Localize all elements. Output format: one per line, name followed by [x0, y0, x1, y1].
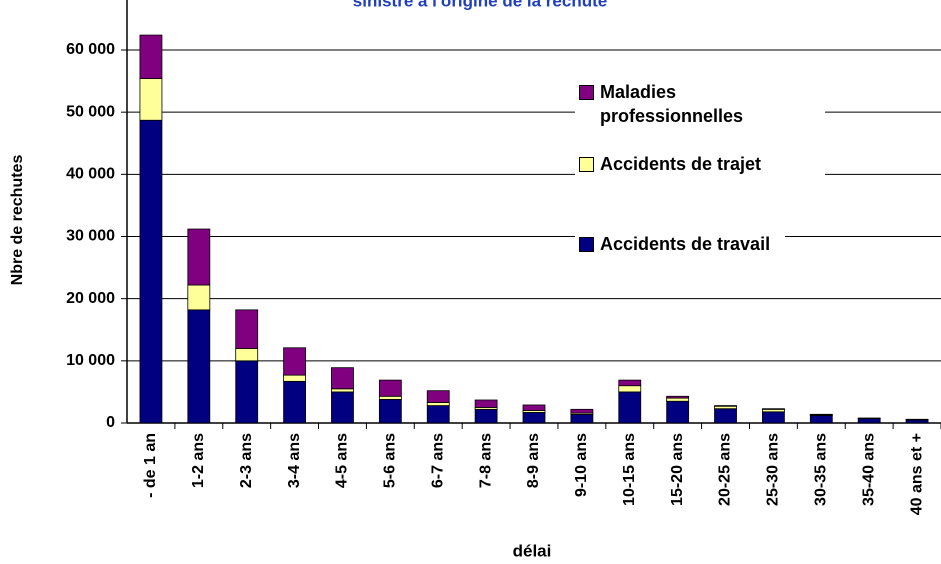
bar-segment	[714, 405, 737, 407]
bar-segment	[666, 395, 690, 399]
x-axis-label: délai	[513, 541, 552, 560]
legend-item: Accidents de trajet	[575, 150, 825, 178]
bar-segment	[235, 309, 259, 349]
bar-segment	[666, 397, 690, 402]
bar-segment	[187, 309, 211, 424]
x-tick-label: 35-40 ans	[860, 433, 877, 506]
bar-segment	[235, 347, 259, 362]
bar-segment	[331, 367, 354, 390]
bar-segment	[283, 374, 306, 382]
bar-segment	[522, 404, 546, 411]
bar-segment	[139, 34, 163, 79]
bar-segment	[474, 408, 498, 424]
legend-item: Maladies professionnelles	[575, 78, 825, 130]
x-tick-label: 30-35 ans	[813, 433, 830, 506]
bar-segment	[809, 415, 833, 424]
x-tick-label: 8-9 ans	[525, 433, 542, 488]
legend-label: Accidents de trajet	[600, 154, 762, 174]
chart-title: sinistre à l'origine de la rechute	[353, 0, 607, 10]
bar-segment	[283, 380, 306, 424]
x-tick-label: 5-6 ans	[382, 433, 399, 488]
legend-label: Maladies professionnelles	[600, 82, 744, 126]
bar-segment	[139, 119, 163, 424]
y-tick-label: 10 000	[66, 352, 115, 369]
y-tick-label: 40 000	[66, 166, 115, 183]
bar-segment	[187, 228, 211, 286]
legend-swatch	[579, 157, 594, 172]
bar-segment	[618, 391, 642, 424]
bar-segment	[378, 379, 402, 397]
y-tick-label: 20 000	[66, 290, 115, 307]
x-tick-label: - de 1 an	[142, 433, 159, 498]
bar-segment	[905, 419, 929, 424]
bar-segment	[714, 408, 737, 424]
legend-swatch	[579, 85, 594, 100]
x-tick-label: 3-4 ans	[286, 433, 303, 488]
bar-segment	[618, 385, 642, 393]
legend-swatch	[579, 237, 594, 252]
bar-segment	[522, 412, 546, 424]
x-tick-label: 4-5 ans	[334, 433, 351, 488]
bar-segment	[378, 395, 402, 400]
x-tick-label: 10-15 ans	[621, 433, 638, 506]
x-tick-label: 40 ans et +	[908, 433, 925, 515]
legend-item: Accidents de travail	[575, 230, 785, 258]
bar-segment	[187, 284, 211, 311]
x-tick-label: 15-20 ans	[669, 433, 686, 506]
bar-segment	[331, 388, 354, 393]
y-tick-label: 60 000	[66, 41, 115, 58]
bar-segment	[426, 405, 450, 424]
bar-segment	[618, 379, 642, 387]
bar-segment	[666, 400, 690, 424]
bar-segment	[426, 390, 450, 403]
bar-segment	[426, 402, 450, 406]
x-tick-label: 25-30 ans	[765, 433, 782, 506]
bar-segment	[570, 408, 594, 414]
bar-segment	[235, 360, 259, 424]
bar-segment	[762, 411, 785, 424]
bar-segment	[378, 398, 402, 424]
bar-segment	[570, 413, 594, 424]
y-tick-label: 30 000	[66, 228, 115, 245]
x-tick-label: 6-7 ans	[429, 433, 446, 488]
bar-segment	[331, 391, 354, 424]
y-tick-label: 0	[106, 414, 115, 431]
x-tick-label: 1-2 ans	[190, 433, 207, 488]
x-tick-label: 7-8 ans	[477, 433, 494, 488]
bar-segment	[283, 347, 306, 376]
bar-segment	[809, 413, 833, 416]
y-tick-label: 50 000	[66, 103, 115, 120]
bar-segment	[139, 78, 163, 121]
bar-segment	[474, 399, 498, 408]
y-axis-label: Nbre de rechutes	[9, 155, 26, 286]
bar-segment	[762, 408, 785, 410]
legend-label: Accidents de travail	[600, 234, 771, 254]
x-tick-label: 9-10 ans	[573, 433, 590, 497]
bar-segment	[857, 418, 881, 424]
x-tick-label: 20-25 ans	[717, 433, 734, 506]
x-tick-label: 2-3 ans	[238, 433, 255, 488]
